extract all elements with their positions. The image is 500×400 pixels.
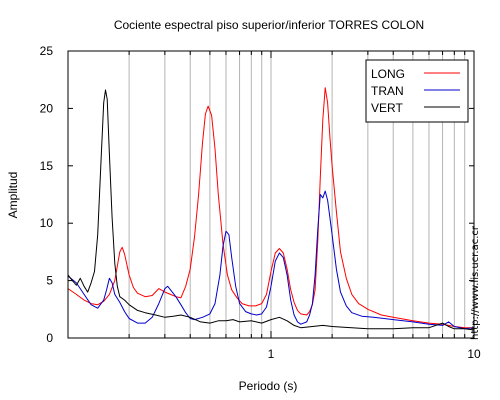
x-axis: 1 10 (67, 51, 481, 361)
x-tick-label: 10 (467, 347, 481, 361)
legend-label-tran: TRAN (371, 84, 404, 98)
x-axis-label: Periodo (s) (239, 379, 298, 393)
x-tick-label: 1 (268, 347, 275, 361)
series-line-vert (67, 89, 475, 331)
legend: LONG TRAN VERT (365, 59, 469, 123)
y-tick-label: 20 (40, 101, 54, 115)
legend-label-vert: VERT (371, 101, 403, 115)
y-tick-label: 25 (40, 44, 54, 58)
chart-title: Cociente espectral piso superior/inferio… (114, 18, 424, 32)
y-tick-label: 15 (40, 159, 54, 173)
y-tick-label: 5 (46, 274, 53, 288)
y-axis-label: Amplitud (6, 172, 20, 219)
site-url: http://www.lis.ucr.ac.cr (470, 226, 481, 340)
y-tick-label: 10 (40, 216, 54, 230)
series-line-long (67, 87, 474, 329)
y-tick-label: 0 (46, 331, 53, 345)
legend-label-long: LONG (371, 67, 405, 81)
legend-box (365, 59, 469, 123)
y-axis: 0 5 10 15 20 25 (40, 44, 474, 345)
series-line-tran (67, 190, 475, 330)
series-lines (67, 87, 475, 331)
